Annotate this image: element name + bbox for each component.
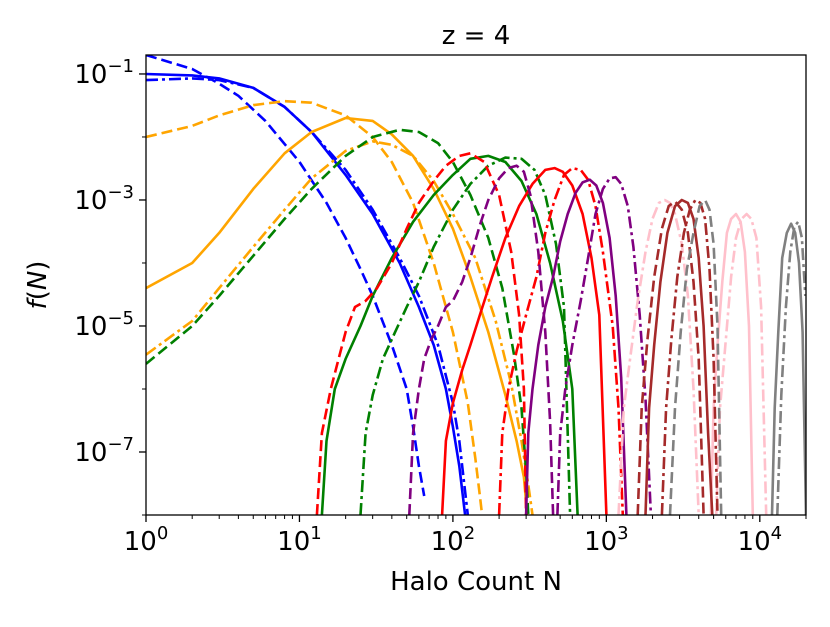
series-line-20 [660,198,719,515]
series-line-9 [440,166,608,515]
series-line-6 [320,154,579,515]
series-line-16 [617,198,700,515]
series-line-17 [714,212,768,515]
series-line-2 [146,77,470,515]
series-line-12 [524,178,628,515]
x-tick-label: 104 [738,523,783,557]
series-line-15 [709,212,755,515]
series-line-23 [776,220,806,515]
x-axis: 100 101 102 103 104 [124,515,807,557]
y-axis: 10−1 10−3 10−5 10−7 [74,56,146,516]
y-tick-label: 10−7 [74,434,134,468]
series-line-7 [146,128,530,515]
chart-title: z = 4 [442,21,511,51]
series-line-3 [146,116,529,515]
series-line-4 [146,99,484,515]
series-line-13 [408,164,555,515]
y-tick-label: 10−3 [74,182,134,216]
x-tick-label: 101 [277,523,322,557]
series-line-14 [556,175,653,515]
series-line-8 [359,156,572,515]
series-line-11 [497,166,625,515]
series-line-18 [644,198,714,515]
series-line-22 [668,198,723,515]
series-line-21 [770,222,806,515]
series-layer [146,55,806,515]
y-axis-label: f(N) [23,261,53,310]
series-line-5 [146,140,534,515]
x-tick-label: 102 [431,523,476,557]
x-tick-label: 103 [584,523,629,557]
series-line-1 [146,55,426,497]
plot-frame [145,54,807,516]
y-tick-label: 10−5 [74,308,134,342]
x-tick-label: 100 [124,523,169,557]
series-line-19 [636,200,705,515]
x-axis-label: Halo Count N [390,567,562,597]
series-line-10 [315,152,528,515]
y-tick-label: 10−1 [74,56,134,90]
